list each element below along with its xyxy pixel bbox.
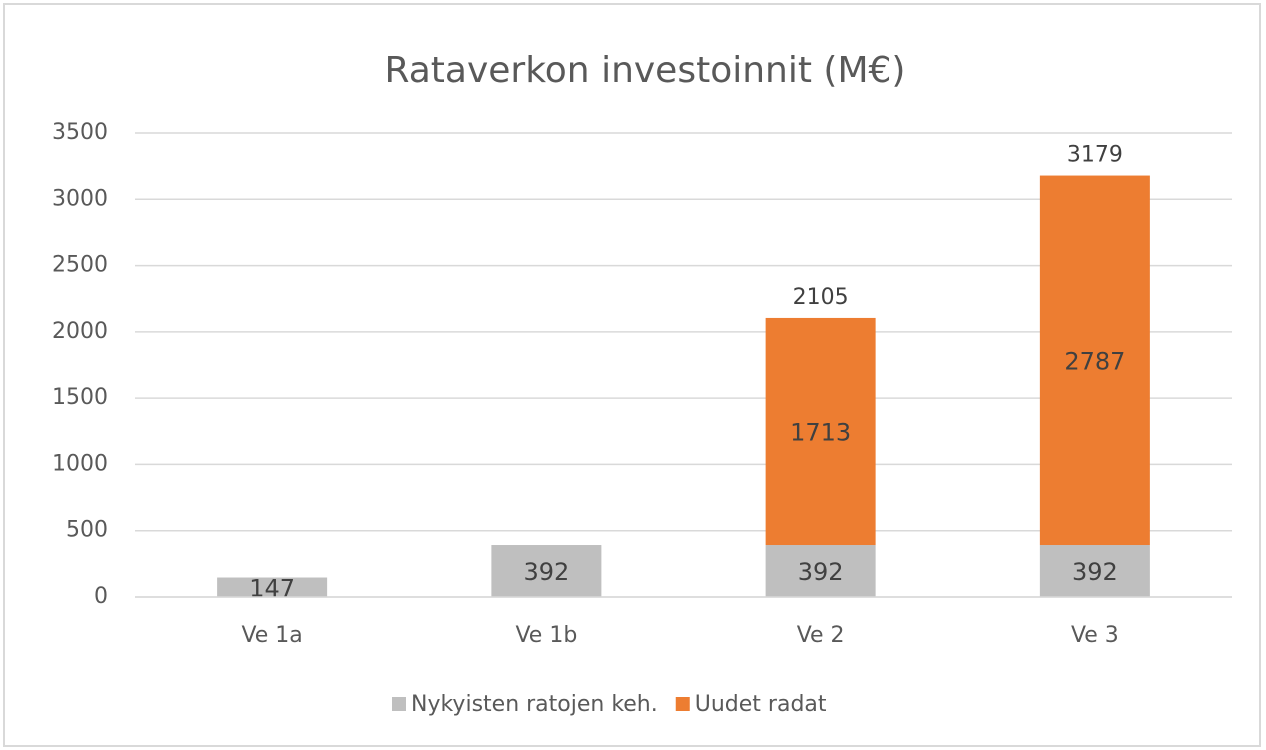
x-tick-label: Ve 1a [241,623,302,648]
data-label: 1713 [790,418,851,446]
data-label: 2787 [1064,347,1125,375]
bar-segment [765,317,876,546]
total-label: 2105 [793,285,849,310]
legend-label: Uudet radat [695,692,827,717]
data-label: 392 [523,558,569,586]
total-label: 3179 [1067,143,1123,168]
y-tick-label: 2000 [52,319,108,344]
y-tick-label: 0 [94,584,108,609]
x-tick-label: Ve 2 [797,623,845,648]
y-tick-label: 1500 [52,385,108,410]
bar-segment [1039,175,1150,546]
y-tick-label: 3500 [52,120,108,145]
bar-segment [217,577,328,597]
legend-label: Nykyisten ratojen keh. [411,692,658,717]
data-label: 392 [1072,558,1118,586]
data-label: 392 [798,558,844,586]
y-tick-label: 2500 [52,253,108,278]
y-tick-label: 1000 [52,451,108,476]
legend-swatch [675,697,690,711]
x-tick-label: Ve 3 [1071,623,1119,648]
x-tick-label: Ve 1b [515,623,577,648]
bar-segment [491,545,602,597]
legend-swatch [392,697,406,711]
bar-segment [765,545,876,597]
y-tick-label: 500 [66,518,108,543]
data-label: 147 [249,574,295,602]
chart-title: Rataverkon investoinnit (M€) [385,50,906,91]
bar-segment [1039,545,1150,597]
y-tick-label: 3000 [52,186,108,211]
